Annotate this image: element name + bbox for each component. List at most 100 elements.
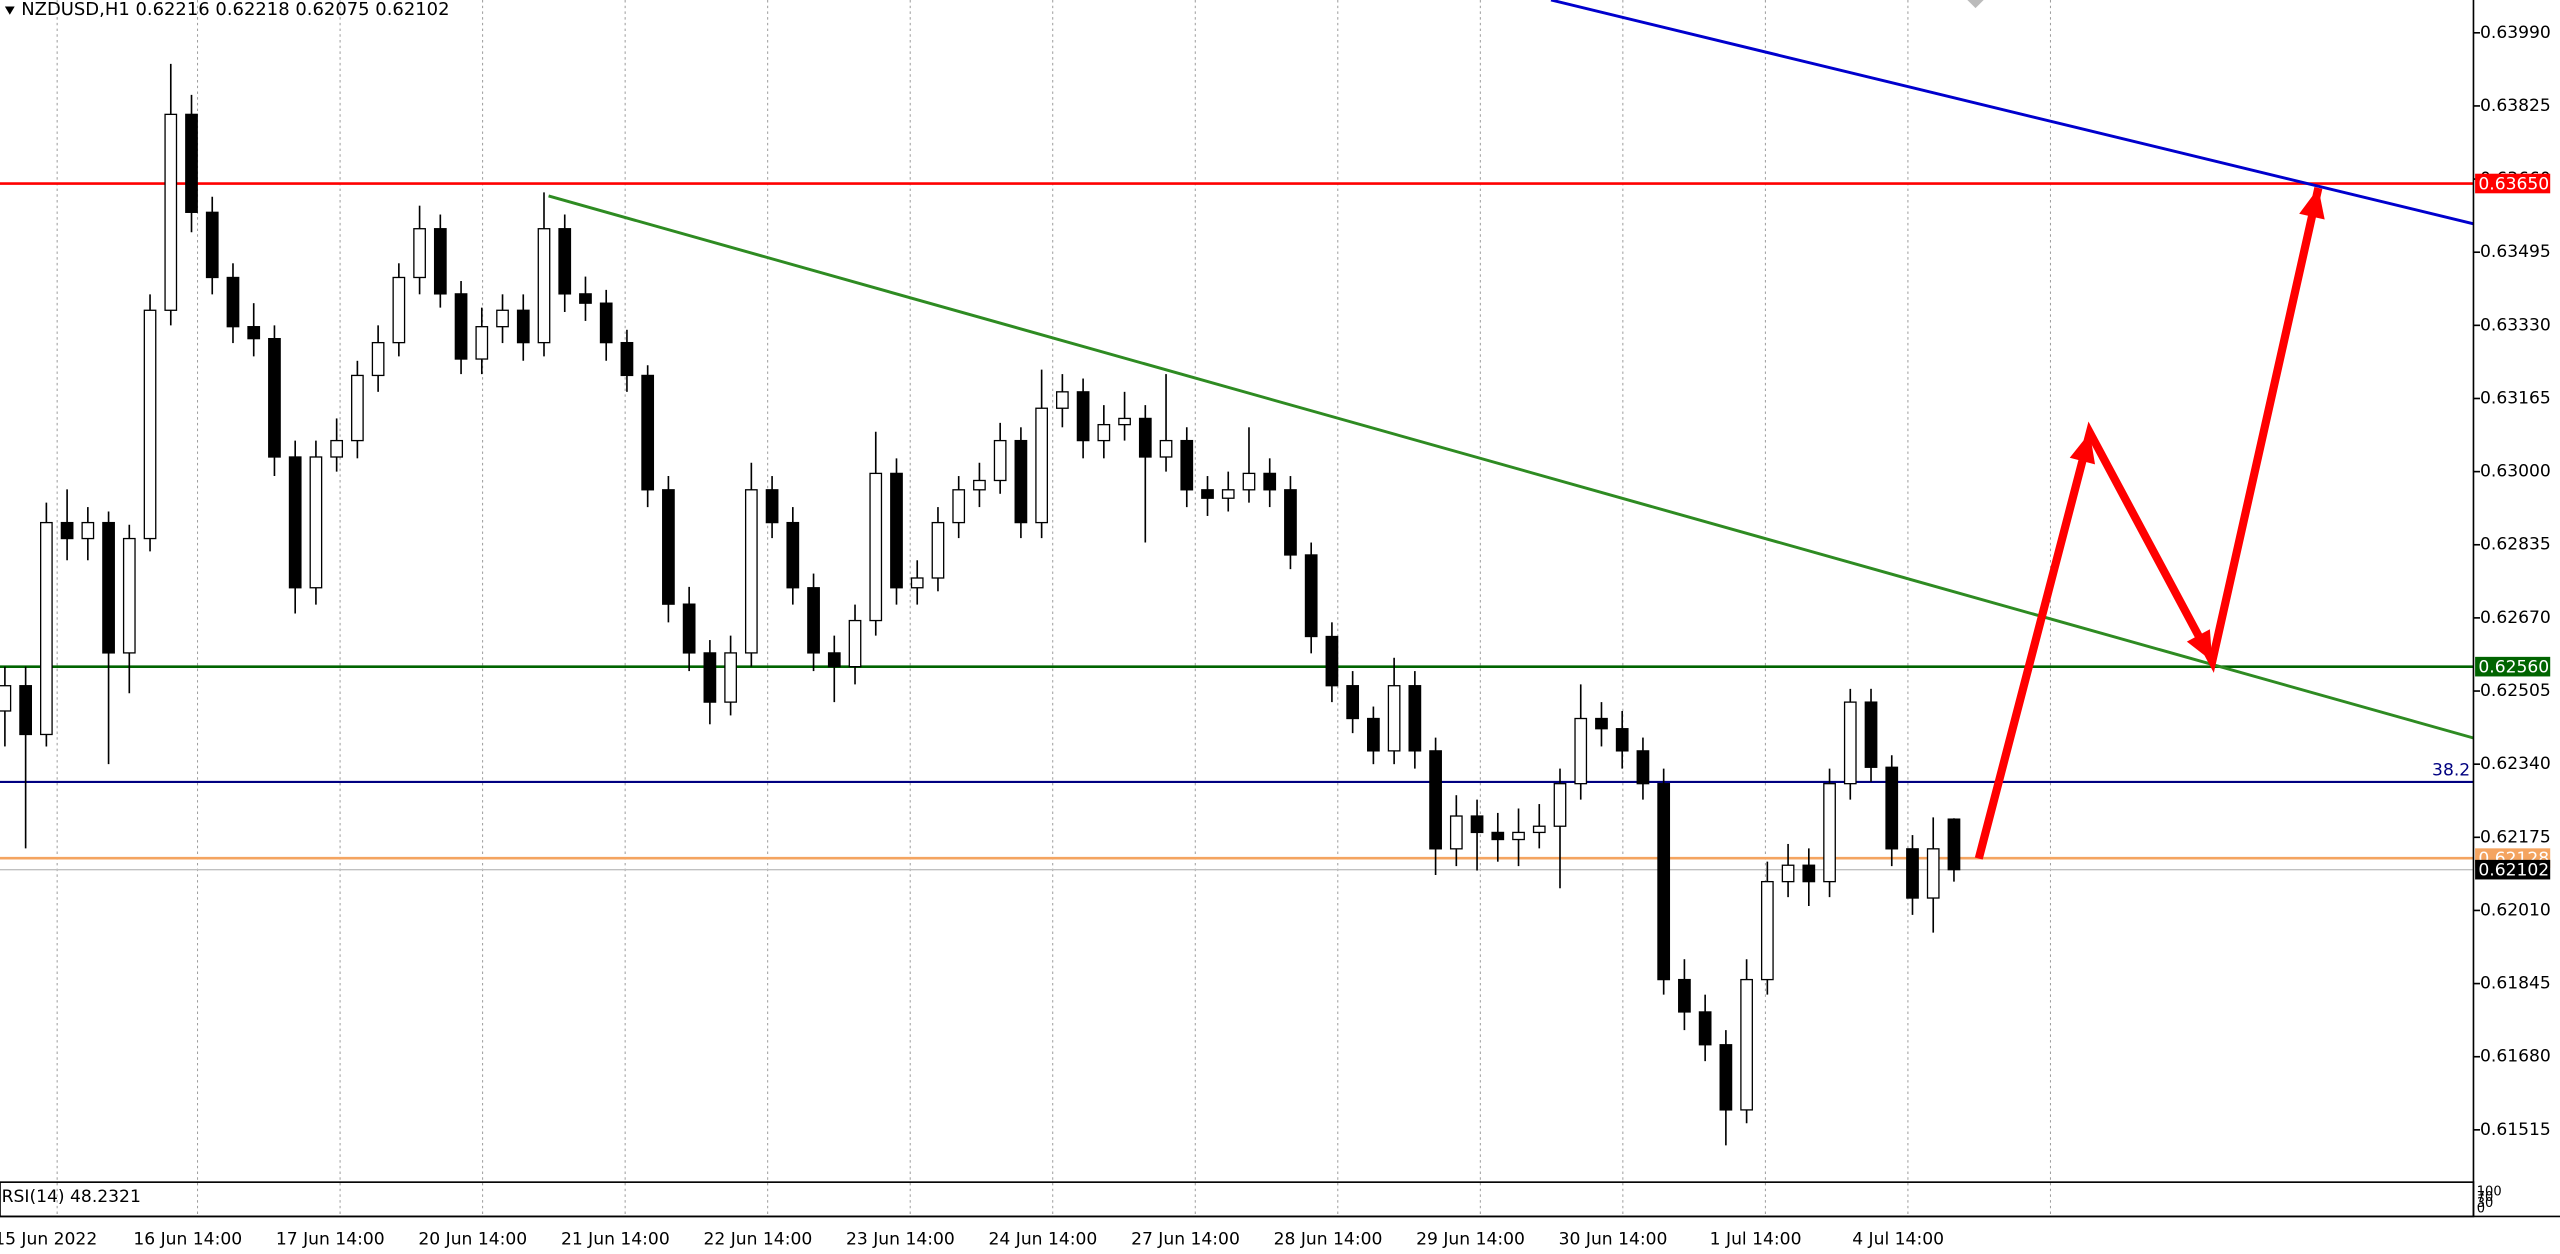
candle-body: [1719, 1044, 1733, 1111]
candle-body: [143, 309, 157, 540]
candle-body: [869, 472, 883, 622]
x-tick-label: 4 Jul 14:00: [1852, 1229, 1944, 1249]
candle-body: [1636, 750, 1650, 785]
candle-body: [351, 374, 364, 442]
trend-line: [1550, 0, 2474, 226]
candle-body: [1595, 717, 1608, 730]
candle-body: [1346, 685, 1360, 720]
candle-body: [247, 326, 261, 340]
candle-body: [475, 326, 489, 360]
rsi-tick-label: 100: [2477, 1184, 2502, 1199]
level-name: 38.2: [2432, 760, 2470, 780]
candle-body: [1512, 831, 1525, 841]
y-tick-label: 0.61515: [2480, 1120, 2551, 1140]
arrow-head: [2299, 187, 2325, 220]
candle-body: [1180, 439, 1194, 491]
candle-body: [413, 228, 426, 279]
plot-area: 38.2: [0, 0, 2474, 1146]
candle-body: [952, 489, 966, 524]
y-tick-label: 0.63165: [2480, 388, 2551, 408]
y-tick-label: 0.62505: [2480, 681, 2551, 701]
y-tick-label: 0.62175: [2480, 827, 2551, 847]
candle-body: [205, 211, 219, 279]
candle-body: [268, 337, 281, 458]
candle-body: [1263, 472, 1277, 491]
candle-body: [454, 293, 468, 360]
x-tick-label: 29 Jun 14:00: [1416, 1229, 1525, 1249]
forecast-arrow: [1974, 187, 2323, 860]
trend-line: [548, 194, 2474, 740]
candle-body: [848, 619, 862, 668]
candle-body: [1470, 815, 1484, 834]
y-tick-label: 0.62835: [2480, 535, 2551, 555]
candle-body: [579, 293, 592, 304]
candle-body: [1678, 978, 1691, 1013]
x-tick-label: 15 Jun 2022: [0, 1229, 97, 1249]
price-label: 0.62560: [2478, 657, 2549, 677]
candle-body: [1367, 717, 1380, 752]
candle-body: [1740, 978, 1753, 1111]
rsi-label: RSI(14) 48.2321: [2, 1187, 141, 1207]
candle-body: [39, 521, 53, 736]
candle-body: [1408, 685, 1422, 752]
candle-body: [309, 456, 323, 589]
candle-body: [1221, 489, 1235, 499]
arrow-head: [2186, 629, 2213, 662]
candle-body: [1159, 439, 1173, 458]
candle-body: [1802, 864, 1816, 883]
price-label: 0.63650: [2478, 174, 2549, 194]
candle-body: [558, 228, 572, 295]
candle-body: [1760, 880, 1774, 981]
candle-body: [1284, 489, 1297, 556]
candle-body: [516, 309, 530, 344]
candle-body: [122, 537, 136, 654]
candle-body: [1947, 818, 1961, 871]
axes: 15 Jun 2022 16 Jun 14:00 17 Jun 14:00 20 Ju…: [0, 23, 2551, 1250]
price-label-box: [2475, 656, 2551, 677]
candle-body: [537, 228, 551, 344]
candle-body: [496, 309, 509, 328]
x-tick-label: 1 Jul 14:00: [1710, 1229, 1802, 1249]
candle-body: [226, 276, 240, 328]
x-tick-label: 23 Jun 14:00: [846, 1229, 955, 1249]
candle-body: [724, 652, 737, 703]
candle-body: [682, 603, 696, 654]
candle-body: [102, 521, 115, 654]
candle-body: [1885, 766, 1899, 850]
candle-body: [620, 341, 634, 377]
candle-body: [1864, 701, 1878, 768]
x-tick-label: 16 Jun 14:00: [133, 1229, 242, 1249]
y-tick-label: 0.63990: [2480, 23, 2551, 43]
y-tick-label: 0.61845: [2480, 974, 2551, 994]
candle-body: [807, 587, 820, 654]
candle-body: [744, 489, 758, 654]
x-tick-label: 17 Jun 14:00: [276, 1229, 385, 1249]
x-tick-label: 20 Jun 14:00: [418, 1229, 527, 1249]
candle-body: [1698, 1011, 1712, 1046]
candle-body: [1387, 685, 1401, 752]
candle-body: [1532, 825, 1546, 834]
arrow-head: [2069, 432, 2096, 465]
candle-body: [1926, 848, 1940, 899]
menu-icon[interactable]: [4, 6, 15, 15]
candle-body: [81, 521, 95, 540]
candle-body: [1242, 472, 1256, 491]
shift-marker: [1967, 0, 1984, 9]
candle-body: [288, 456, 302, 589]
candle-body: [931, 521, 945, 579]
candle-body: [1035, 407, 1048, 524]
candle-body: [786, 521, 800, 589]
grid: [56, 0, 2051, 1217]
candle-body: [19, 685, 32, 736]
candle-body: [392, 276, 406, 344]
candle-body: [330, 439, 344, 458]
y-tick-label: 0.63495: [2480, 242, 2551, 262]
candle-body: [993, 439, 1007, 482]
candle-body: [703, 652, 717, 703]
candle-body: [1843, 701, 1857, 785]
y-tick-label: 0.63000: [2480, 462, 2551, 482]
candle-body: [1118, 417, 1131, 426]
candle-body: [1574, 717, 1588, 785]
candle-body: [1906, 848, 1919, 899]
